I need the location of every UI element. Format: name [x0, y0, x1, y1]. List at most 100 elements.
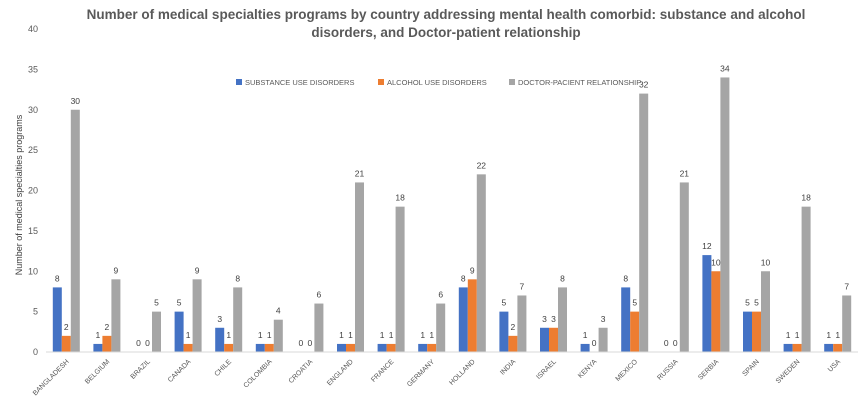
data-label: 6 [438, 290, 443, 300]
y-tick-label: 35 [28, 64, 38, 74]
data-label: 0 [299, 338, 304, 348]
x-tick-label: ISRAEL [535, 358, 558, 381]
x-tick-label: SPAIN [741, 358, 760, 377]
x-tick-label: BRAZIL [130, 358, 152, 380]
bar [639, 93, 649, 352]
data-label: 10 [761, 257, 771, 267]
data-label: 1 [226, 330, 231, 340]
data-label: 2 [64, 322, 69, 332]
y-axis: 0 5 10 15 20 25 30 35 40 [28, 24, 38, 357]
data-label: 1 [786, 330, 791, 340]
data-label: 1 [348, 330, 353, 340]
bar [52, 287, 62, 352]
bar [386, 343, 396, 352]
data-label: 12 [702, 241, 712, 251]
bar [224, 343, 234, 352]
data-label: 1 [96, 330, 101, 340]
bar [192, 279, 202, 352]
data-label: 8 [235, 273, 240, 283]
bar [255, 343, 265, 352]
bar-series-group [52, 77, 852, 352]
bar [761, 271, 770, 352]
data-label: 1 [267, 330, 272, 340]
legend: SUBSTANCE USE DISORDERS ALCOHOL USE DISOR… [236, 78, 641, 87]
x-tick-label: CANADA [167, 358, 193, 384]
bar [801, 206, 811, 352]
x-tick-label: KENYA [577, 358, 599, 380]
data-label: 5 [745, 298, 750, 308]
data-label: 8 [623, 273, 628, 283]
x-tick-label: MEXICO [615, 358, 640, 383]
data-label: 18 [801, 193, 811, 203]
x-tick-label: INDIA [499, 358, 517, 376]
bar [264, 343, 274, 352]
chart-title-line2: disorders, and Doctor-patient relationsh… [311, 25, 580, 40]
y-tick-label: 10 [28, 266, 38, 276]
data-label: 5 [154, 298, 159, 308]
y-tick-label: 40 [28, 24, 38, 34]
x-tick-label: COLOMBIA [243, 358, 274, 389]
bar [436, 303, 446, 352]
bar [824, 343, 834, 352]
x-tick-label: SERBIA [697, 358, 720, 381]
x-tick-label: RUSSIA [656, 358, 680, 382]
bar [621, 287, 631, 352]
bar [630, 311, 640, 352]
x-tick-label: ENGLAND [326, 358, 355, 387]
bar [111, 279, 121, 352]
data-label: 22 [477, 160, 487, 170]
y-tick-label: 30 [28, 105, 38, 115]
bar [476, 174, 486, 352]
data-label: 7 [844, 281, 849, 291]
data-label: 1 [429, 330, 434, 340]
data-label: 3 [551, 314, 556, 324]
bar [233, 287, 243, 352]
data-label: 1 [380, 330, 385, 340]
x-tick-label: GERMANY [406, 358, 436, 388]
data-label: 0 [592, 338, 597, 348]
data-label: 1 [258, 330, 263, 340]
data-label: 8 [560, 273, 565, 283]
bar [102, 335, 112, 352]
data-label: 5 [754, 298, 759, 308]
bar [499, 311, 509, 352]
y-tick-label: 0 [33, 347, 38, 357]
data-label: 8 [55, 273, 60, 283]
bar [337, 343, 346, 352]
x-tick-label: SWEDEN [775, 358, 802, 385]
bar [427, 343, 437, 352]
legend-label: DOCTOR-PACIENT RELATIONSHIP [518, 78, 641, 87]
bar [70, 109, 80, 352]
bar [833, 343, 843, 352]
legend-swatch [509, 79, 515, 85]
x-tick-label: BANGLADESH [32, 358, 71, 397]
data-label: 1 [420, 330, 425, 340]
bar [314, 303, 324, 352]
bar [679, 182, 689, 352]
data-label: 30 [71, 96, 81, 106]
data-label: 21 [680, 168, 690, 178]
bar [792, 343, 802, 352]
bar [549, 327, 558, 352]
x-tick-label: CROATIA [288, 358, 315, 385]
legend-label: SUBSTANCE USE DISORDERS [245, 78, 354, 87]
legend-swatch [378, 79, 384, 85]
data-label: 3 [601, 314, 606, 324]
bar [783, 343, 793, 352]
data-label: 10 [711, 257, 721, 267]
y-axis-label: Number of medical specialties programs [14, 114, 24, 275]
bar [273, 319, 283, 352]
y-tick-label: 25 [28, 145, 38, 155]
bar [355, 182, 364, 352]
bar [702, 255, 712, 352]
x-tick-label: BELGIUM [84, 358, 111, 385]
data-label: 21 [355, 168, 365, 178]
bar [720, 77, 730, 352]
data-label: 5 [177, 298, 182, 308]
bar [377, 343, 387, 352]
data-label: 1 [826, 330, 831, 340]
bar [152, 311, 161, 352]
x-tick-label: FRANCE [370, 358, 396, 384]
bar [711, 271, 721, 352]
